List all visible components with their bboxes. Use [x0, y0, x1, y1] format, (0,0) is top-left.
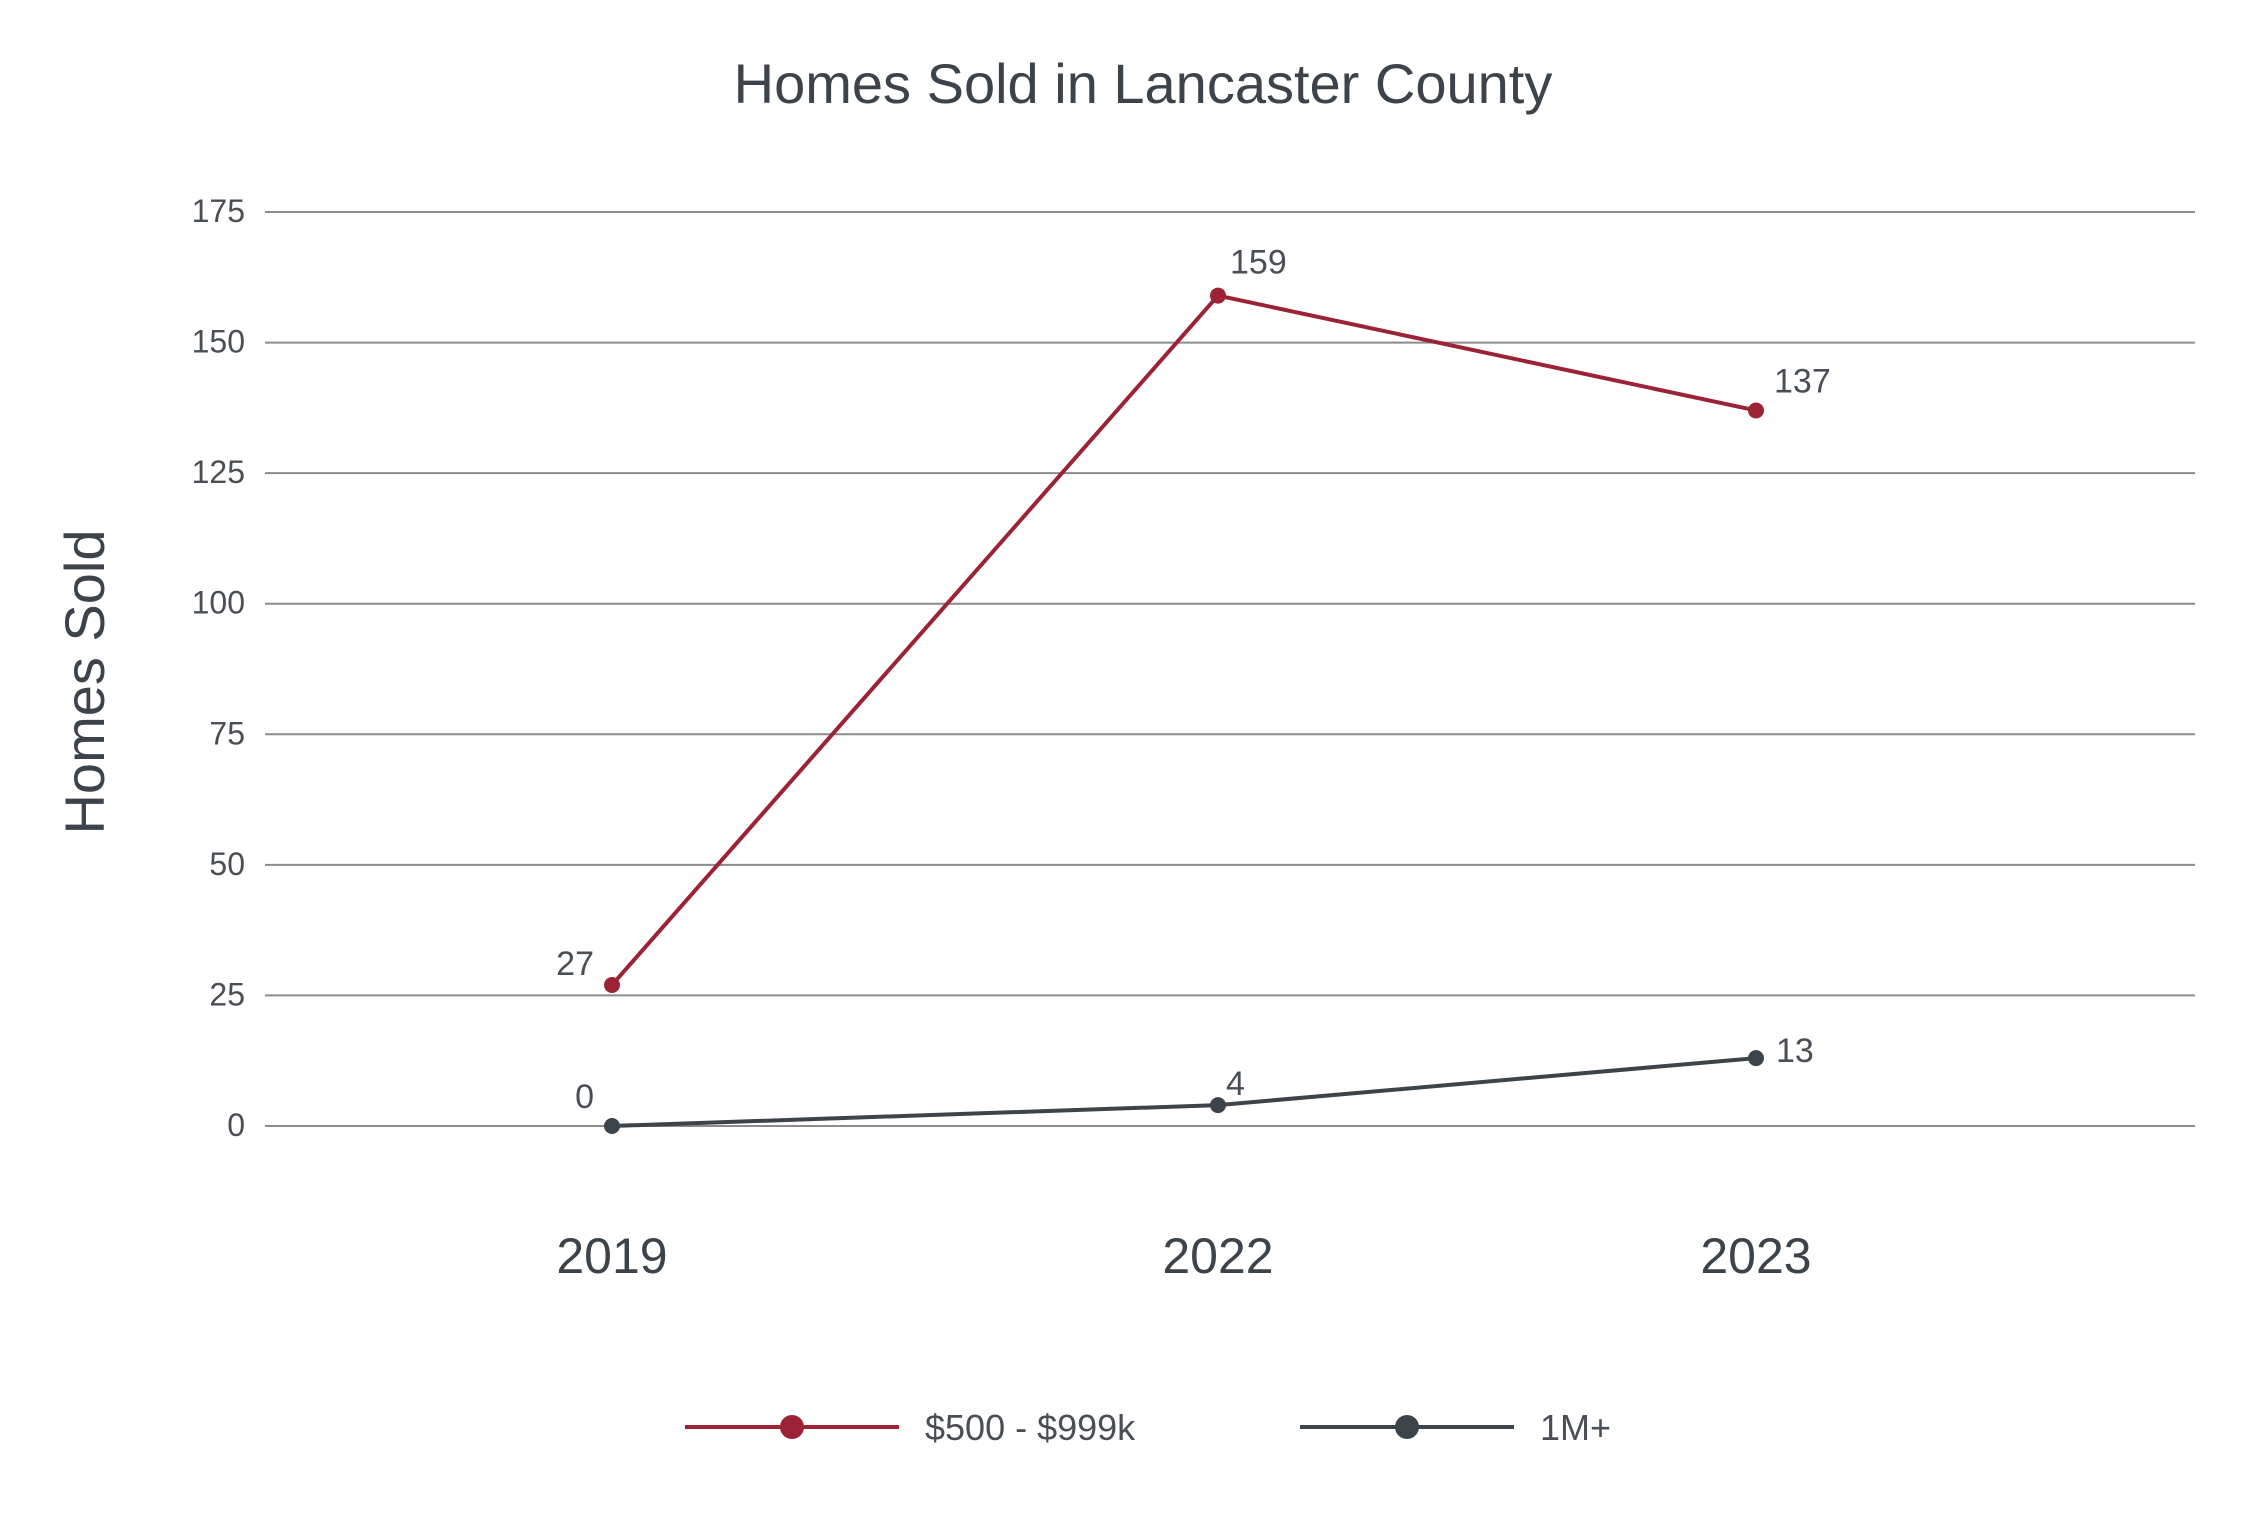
y-tick-label: 25 — [209, 976, 245, 1012]
data-point — [604, 976, 620, 993]
y-tick-label: 125 — [192, 454, 245, 490]
y-tick-label: 150 — [192, 324, 245, 360]
series-line — [611, 1056, 1757, 1128]
y-tick-label: 175 — [192, 193, 245, 229]
data-label: 159 — [1230, 244, 1287, 282]
legend-item: 1M+ — [1300, 1407, 1611, 1448]
x-tick-label: 2019 — [556, 1228, 667, 1284]
y-tick-label: 100 — [192, 585, 245, 621]
data-point — [1210, 1097, 1226, 1114]
data-labels: 27 159 137 0 4 13 — [556, 244, 1831, 1116]
y-tick-labels: 0 25 50 75 100 125 150 175 — [192, 193, 245, 1143]
data-point — [1210, 287, 1226, 304]
data-label: 27 — [556, 945, 594, 983]
data-point — [604, 1118, 620, 1134]
x-tick-labels: 2019 2022 2023 — [556, 1228, 1811, 1284]
series-lines — [604, 287, 1764, 1134]
data-label: 0 — [575, 1078, 594, 1116]
data-point — [1748, 402, 1764, 419]
y-tick-label: 50 — [209, 846, 245, 882]
gridlines — [265, 211, 2195, 1127]
legend-marker — [780, 1415, 804, 1439]
series-line — [610, 293, 1757, 987]
data-label: 137 — [1774, 362, 1831, 400]
legend: $500 - $999k 1M+ — [685, 1407, 1611, 1448]
legend-item: $500 - $999k — [685, 1407, 1136, 1448]
data-point — [1748, 1050, 1764, 1067]
data-label: 13 — [1776, 1032, 1814, 1070]
data-label: 4 — [1226, 1065, 1245, 1103]
chart-title: Homes Sold in Lancaster County — [734, 52, 1553, 115]
legend-label: 1M+ — [1540, 1407, 1611, 1448]
legend-marker — [1395, 1415, 1419, 1439]
x-tick-label: 2023 — [1700, 1228, 1811, 1284]
legend-label: $500 - $999k — [925, 1407, 1136, 1448]
y-tick-label: 75 — [209, 715, 245, 751]
y-axis-label: Homes Sold — [53, 529, 116, 834]
x-tick-label: 2022 — [1162, 1228, 1273, 1284]
y-tick-label: 0 — [227, 1107, 245, 1143]
